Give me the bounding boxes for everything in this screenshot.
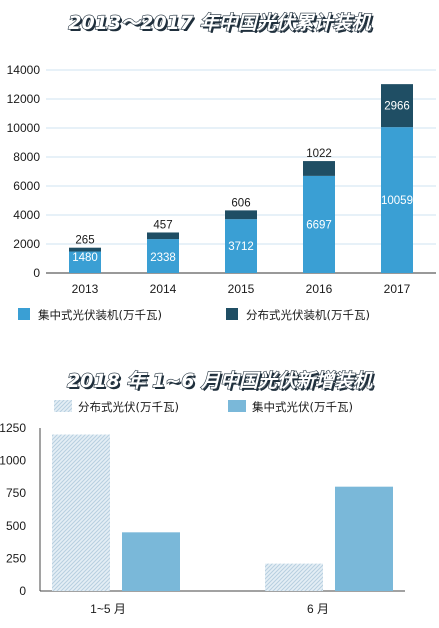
- legend-swatch-centralized: [228, 400, 246, 412]
- bar-distributed-2014: [147, 232, 179, 240]
- y-tick-label: 1000: [0, 454, 26, 468]
- data-label-centralized: 2338: [150, 252, 176, 264]
- data-label-centralized: 3712: [228, 241, 254, 253]
- bar-centralized-0: [122, 532, 180, 591]
- y-tick-label: 6000: [13, 179, 40, 193]
- data-label-centralized: 10059: [381, 195, 413, 207]
- y-tick-label: 8000: [13, 150, 40, 164]
- data-label-distributed: 265: [75, 235, 94, 247]
- bar-centralized-2016: [303, 175, 335, 273]
- bar-centralized-2014: [147, 239, 179, 273]
- legend-swatch-distributed: [54, 400, 72, 412]
- legend-swatch-distributed: [226, 308, 238, 320]
- x-tick-label: 2014: [150, 282, 177, 296]
- y-tick-label: 2000: [13, 237, 40, 251]
- cumulative-installed-chart: 0 2000 4000 6000 8000 10000 12000 14000 1480 265 2…: [7, 63, 436, 322]
- legend-swatch-centralized: [18, 308, 30, 320]
- legend-label-centralized: 集中式光伏装机(万千瓦): [38, 308, 162, 322]
- bar-centralized-2017: [381, 127, 413, 273]
- bar-centralized-2013: [69, 251, 101, 273]
- data-label-centralized: 6697: [306, 219, 332, 231]
- y-tick-label: 1250: [0, 421, 26, 435]
- x-tick-label: 2013: [72, 282, 99, 296]
- y-tick-label: 4000: [13, 208, 40, 222]
- x-tick-label: 1~5 月: [90, 602, 126, 616]
- x-tick-label: 2016: [306, 282, 333, 296]
- bar-distributed-2016: [303, 161, 335, 176]
- bar-centralized-1: [335, 486, 393, 591]
- x-tick-label: 2017: [384, 282, 411, 296]
- bar-distributed-2015: [225, 210, 257, 220]
- y-tick-label: 500: [6, 519, 26, 533]
- bar-distributed-2013: [69, 247, 101, 252]
- y-tick-label: 0: [19, 584, 26, 598]
- x-tick-label: 2015: [228, 282, 255, 296]
- data-label-distributed: 2966: [384, 101, 410, 113]
- bar-distributed-2017: [381, 84, 413, 128]
- x-tick-label: 6 月: [307, 602, 329, 616]
- data-label-centralized: 1480: [72, 252, 98, 264]
- bar-distributed-0: [52, 434, 110, 591]
- chart-title-cumulative: 2013～2017 年中国光伏累计装机: [68, 11, 372, 34]
- y-tick-label: 0: [33, 266, 40, 280]
- data-label-distributed: 1022: [306, 148, 332, 160]
- bar-centralized-2015: [225, 219, 257, 273]
- y-tick-label: 14000: [7, 63, 41, 77]
- bar-distributed-1: [265, 563, 323, 591]
- y-tick-label: 250: [6, 551, 26, 565]
- legend-label-distributed: 分布式光伏(万千瓦): [78, 400, 179, 414]
- data-label-distributed: 457: [153, 219, 172, 231]
- data-label-distributed: 606: [231, 197, 250, 209]
- legend-label-centralized: 集中式光伏(万千瓦): [252, 400, 353, 414]
- legend-label-distributed: 分布式光伏装机(万千瓦): [246, 308, 370, 322]
- y-tick-label: 12000: [7, 92, 41, 106]
- y-tick-label: 750: [6, 486, 26, 500]
- chart-title-new-installed: 2018 年 1~6 月中国光伏新增装机: [66, 369, 373, 392]
- y-tick-label: 10000: [7, 121, 41, 135]
